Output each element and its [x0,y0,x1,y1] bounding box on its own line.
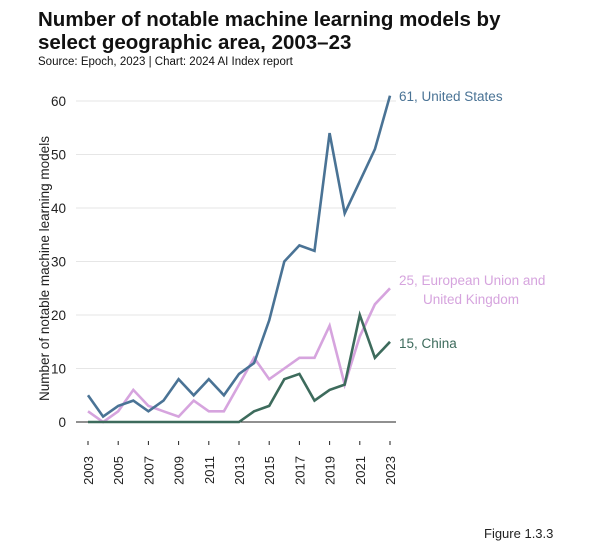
x-tick-label: 2015 [262,456,277,485]
y-tick-label: 20 [51,308,66,323]
series-line-european-union-and-united-kingdom [87,287,391,424]
series-label-european-union-and-united-kingdom: 25, European Union and [399,273,545,288]
y-tick-label: 10 [51,362,66,377]
x-tick-label: 2003 [81,456,96,485]
series-lines [86,95,392,424]
x-tick-label: 2017 [292,456,307,485]
x-tick-label: 2013 [232,456,247,485]
series-label-european-union-and-united-kingdom: United Kingdom [423,292,519,307]
axes: 0 10 20 30 40 50 60 2003 2005 2007 2009 2011 2013 201… [37,94,398,485]
figure-label: Figure 1.3.3 [484,526,554,541]
y-tick-label: 0 [58,415,66,430]
series-labels: 61, United States 25, European Union and U… [399,89,545,351]
chart-source: Source: Epoch, 2023 | Chart: 2024 AI Ind… [38,56,293,68]
series-label-china: 15, China [399,336,457,351]
y-tick-label: 40 [51,201,66,216]
x-tick-label: 2021 [353,456,368,485]
x-tick-label: 2019 [323,456,338,485]
y-tick-label: 50 [51,148,66,163]
x-tick-label: 2005 [111,456,126,485]
series-line-china [88,310,391,424]
x-tick-label: 2011 [202,456,217,484]
y-tick-label: 60 [51,94,66,109]
x-tick-label: 2009 [172,456,187,485]
x-tick-label: 2023 [383,456,398,485]
y-tick-label: 30 [51,255,66,270]
chart-title: Number of notable machine learning model… [38,8,501,54]
x-tick-label: 2007 [141,456,156,485]
series-line-united-states [86,95,392,419]
series-label-united-states: 61, United States [399,89,503,104]
y-axis-label: Number of notable machine learning model… [37,136,52,401]
